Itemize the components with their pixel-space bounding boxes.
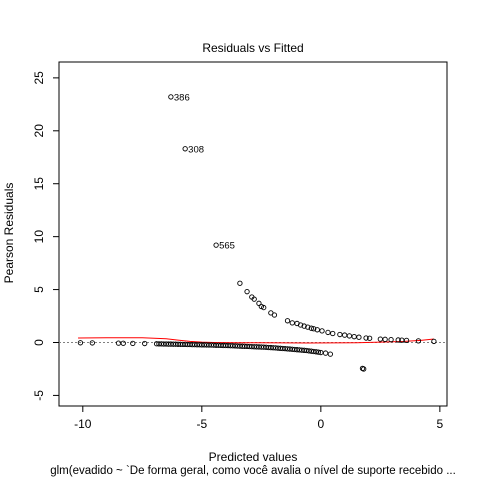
- data-point: [322, 350, 329, 356]
- data-point: [363, 335, 369, 341]
- point-label: 308: [188, 144, 204, 155]
- data-point: [168, 94, 174, 100]
- x-tick-label: 0: [317, 417, 324, 431]
- x-axis: -10 -5 0 5: [74, 406, 444, 431]
- data-points: [77, 94, 437, 372]
- data-point: [377, 336, 383, 342]
- point-label: 565: [219, 241, 235, 252]
- data-point: [403, 337, 410, 344]
- data-point: [366, 335, 373, 341]
- data-point: [341, 332, 348, 338]
- data-point: [237, 280, 243, 286]
- data-point: [251, 296, 257, 302]
- data-point: [395, 337, 401, 343]
- data-point: [415, 338, 422, 344]
- data-point: [314, 327, 320, 333]
- data-point: [301, 323, 307, 329]
- chart-title: Residuals vs Fitted: [202, 41, 303, 55]
- data-point: [297, 322, 304, 328]
- data-point: [382, 336, 388, 342]
- y-tick-label: 0: [32, 339, 46, 346]
- data-point: [182, 146, 188, 152]
- data-point: [311, 326, 317, 332]
- data-point: [431, 338, 437, 345]
- data-point: [327, 351, 334, 357]
- x-tick-label: 5: [437, 417, 444, 431]
- smooth-curve: [78, 337, 434, 344]
- data-point: [330, 330, 336, 337]
- y-tick-label: 10: [32, 230, 46, 244]
- data-point: [130, 340, 136, 346]
- point-label: 386: [174, 92, 190, 103]
- y-tick-label: 20: [32, 124, 46, 138]
- x-axis-label: Predicted values: [209, 450, 298, 464]
- data-point: [308, 325, 314, 331]
- data-point: [346, 333, 353, 339]
- y-tick-label: 25: [32, 71, 46, 85]
- data-point: [284, 318, 291, 324]
- x-tick-label: -5: [196, 417, 207, 431]
- data-point: [361, 366, 367, 372]
- data-point: [89, 340, 95, 346]
- y-tick-label: 5: [32, 286, 46, 293]
- y-axis: -5 0 5 10 15 20 25: [32, 71, 59, 401]
- data-point: [213, 242, 219, 248]
- y-axis-label: Pearson Residuals: [2, 183, 16, 284]
- data-point: [77, 340, 84, 346]
- data-point: [319, 328, 325, 334]
- data-point: [142, 340, 148, 347]
- point-labels: 386 308 565: [174, 92, 235, 251]
- data-point: [115, 340, 122, 346]
- data-point: [289, 320, 295, 326]
- data-point: [315, 349, 322, 355]
- data-point: [271, 312, 278, 318]
- data-point: [120, 340, 126, 346]
- data-point: [356, 334, 362, 340]
- data-point: [313, 349, 319, 355]
- x-tick-label: -10: [74, 417, 92, 431]
- model-subtitle: glm(evadido ~ `De forma geral, como você…: [50, 465, 456, 477]
- plot-frame: [58, 61, 448, 407]
- data-point: [325, 329, 331, 336]
- data-point: [388, 336, 394, 343]
- y-tick-label: 15: [32, 177, 46, 191]
- data-point: [261, 304, 267, 311]
- data-point: [351, 334, 357, 340]
- data-point: [244, 289, 250, 295]
- data-point: [337, 331, 343, 338]
- data-point: [305, 324, 311, 330]
- y-tick-label: -5: [32, 390, 46, 401]
